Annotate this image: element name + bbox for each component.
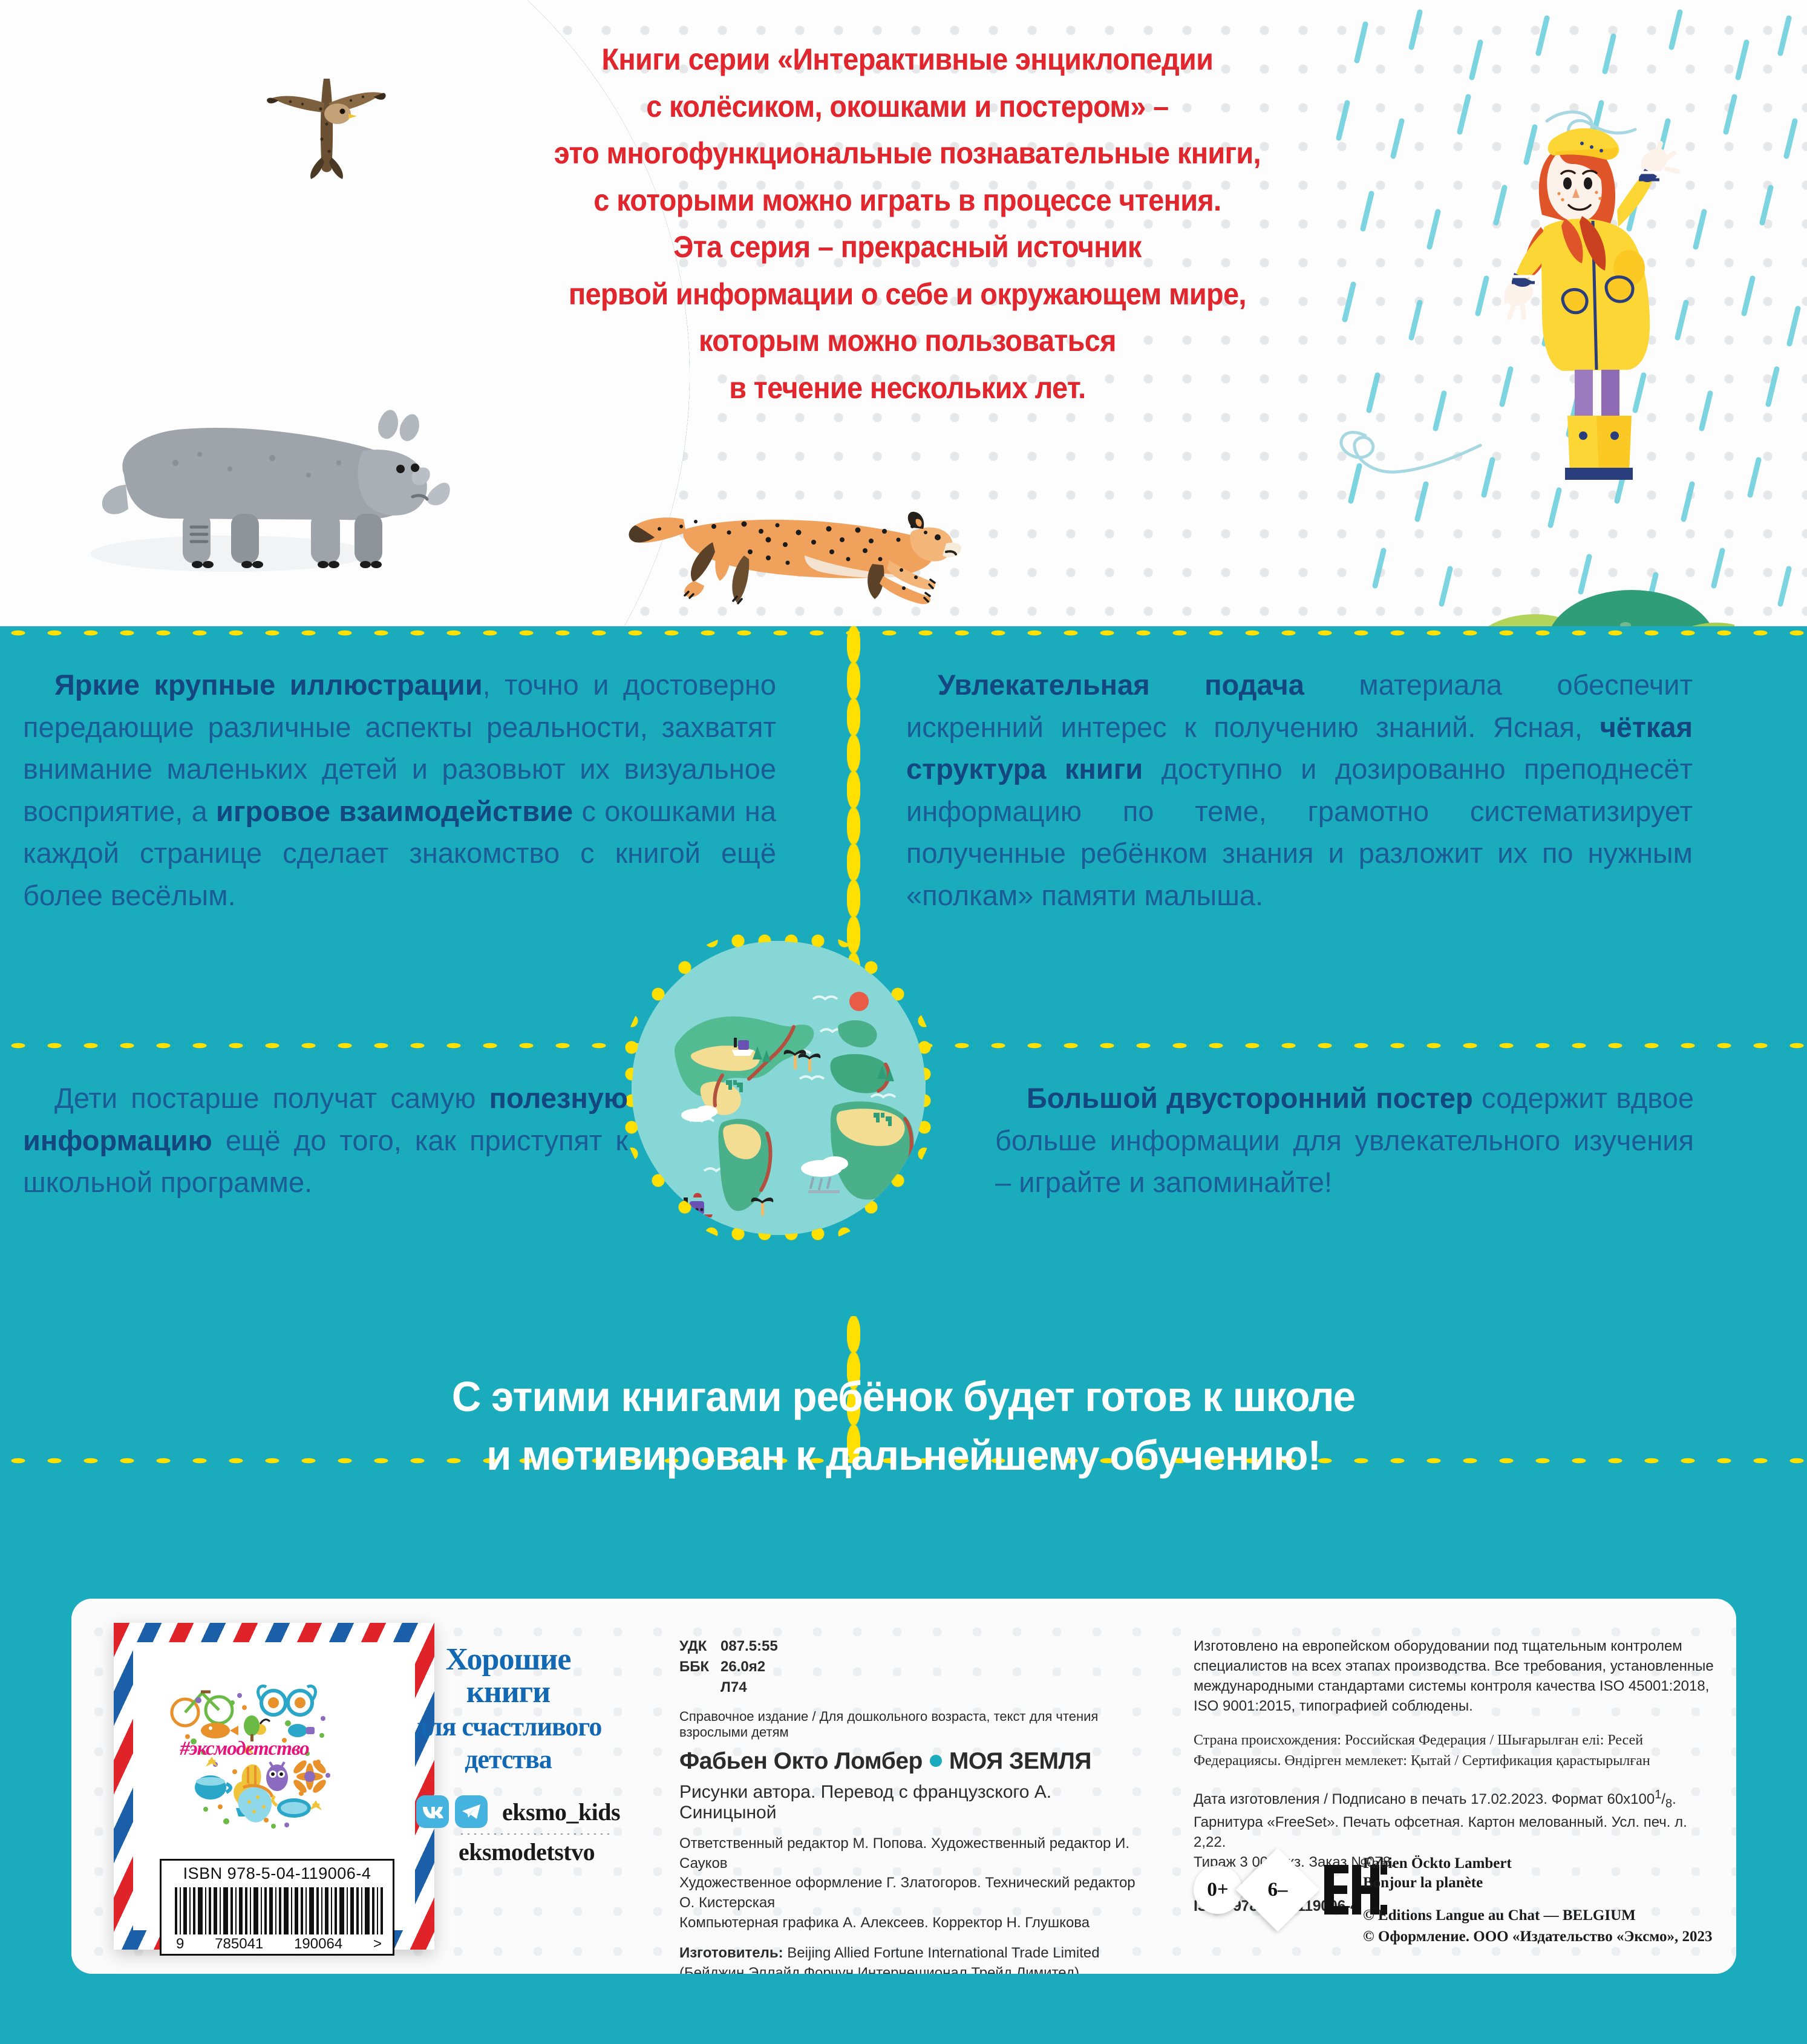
original-author: Fabien Öckto Lambert bbox=[1363, 1855, 1512, 1872]
telegram-icon[interactable] bbox=[455, 1795, 488, 1829]
barcode-digit-group: 785041 bbox=[215, 1936, 264, 1952]
heart-hashtag: #эксмодетство bbox=[180, 1738, 309, 1760]
eksmo-envelope-graphic: #эксмодетство ISBN 978-5-04-119006-4 bbox=[114, 1623, 434, 1956]
green-hill-illustration bbox=[1488, 590, 1734, 626]
barcode-isbn-label: ISBN 978-5-04-119006-4 bbox=[183, 1864, 371, 1882]
divider-dots-bottom bbox=[0, 1454, 1807, 1467]
age-badge-6minus: 6– bbox=[1235, 1847, 1320, 1932]
author-name: Фабьен Окто Ломбер bbox=[679, 1748, 923, 1775]
top-illustration-section: Книги серии «Интерактивные энциклопедии … bbox=[0, 0, 1807, 626]
falcon-bird-icon bbox=[267, 79, 386, 179]
divider-dots-top bbox=[0, 626, 1807, 640]
original-title: Bonjour la planète bbox=[1363, 1875, 1483, 1891]
girl-in-raincoat-illustration bbox=[1505, 128, 1680, 480]
credit-line: Рисунки автора. Перевод с французского А… bbox=[679, 1782, 1052, 1823]
barcode-digit-group: 9 bbox=[176, 1936, 185, 1952]
series-headline: Книги серии «Интерактивные энциклопедии … bbox=[554, 42, 1261, 405]
book-title: МОЯ ЗЕМЛЯ bbox=[949, 1748, 1092, 1775]
barcode-bars bbox=[175, 1887, 383, 1934]
barcode-digit-group: 190064 bbox=[294, 1936, 343, 1952]
features-section: Яркие крупные иллюстрации, точно и досто… bbox=[0, 626, 1807, 1561]
reference-edition-line: Справочное издание / Для дошкольного воз… bbox=[679, 1709, 1099, 1740]
feature-engaging-presentation: Увлекательная подача материала обеспечит… bbox=[906, 669, 1693, 911]
title-separator-dot bbox=[929, 1755, 942, 1767]
manufacturer-block: Изготовитель: Beijing Allied Fortune Int… bbox=[679, 1945, 1100, 1974]
barcode-digits: 9 785041 190064 > bbox=[175, 1936, 383, 1953]
imprint-right-column: Изготовлено на европейском оборудовании … bbox=[1194, 1636, 1720, 1915]
quality-statement: Изготовлено на европейском оборудовании … bbox=[1194, 1638, 1714, 1715]
feature-large-poster: Большой двусторонний постер содержит вдв… bbox=[995, 1082, 1694, 1199]
slogan-line-3: для счастливого bbox=[414, 1712, 603, 1742]
globe-illustration bbox=[618, 928, 939, 1248]
vk-icon[interactable] bbox=[416, 1795, 449, 1829]
globe-dot-ring bbox=[618, 928, 939, 1248]
imprint-footer-card: #эксмодетство ISBN 978-5-04-119006-4 bbox=[71, 1599, 1736, 1974]
good-books-slogan-block: Хорошие книги для счастливого детства ek… bbox=[405, 1642, 621, 1866]
feature-bright-illustrations: Яркие крупные иллюстрации, точно и досто… bbox=[23, 669, 776, 911]
isbn-barcode: ISBN 978-5-04-119006-4 bbox=[160, 1859, 394, 1956]
udk-bbk-codes: УДК 087.5:55 ББК 26.0я2 Л74 bbox=[679, 1638, 778, 1696]
copyright-block: Fabien Öckto Lambert Bonjour la planète … bbox=[1363, 1854, 1726, 1947]
age-rating-badges: 0+ 6– bbox=[1194, 1847, 1388, 1932]
rain-scene bbox=[1329, 0, 1807, 626]
slogan-line-1: Хорошие bbox=[445, 1642, 572, 1677]
barcode-digit-group: > bbox=[373, 1936, 382, 1952]
rhinoceros-illustration bbox=[91, 410, 450, 572]
imprint-middle-column: УДК 087.5:55 ББК 26.0я2 Л74 Справочное изд… bbox=[679, 1636, 1139, 1974]
author-title-line: Фабьен Окто Ломбер МОЯ ЗЕМЛЯ bbox=[679, 1748, 1139, 1775]
slogan-line-2: книги bbox=[466, 1675, 551, 1710]
origin-statement: Страна происхождения: Российская Федерац… bbox=[1194, 1732, 1650, 1769]
vk-handle[interactable]: eksmo_kids bbox=[502, 1798, 621, 1826]
copyright-line-2: © Оформление. ООО «Издательство «Эксмо»,… bbox=[1363, 1928, 1713, 1945]
copyright-line-1: © Editions Langue au Chat — BELGIUM bbox=[1363, 1907, 1636, 1924]
editors-block: Ответственный редактор М. Попова. Художе… bbox=[679, 1835, 1136, 1931]
feature-useful-information: Дети постарше получат самую полезную инф… bbox=[23, 1082, 628, 1199]
handle-separator bbox=[459, 1833, 610, 1836]
envelope-inner: #эксмодетство ISBN 978-5-04-119006-4 bbox=[133, 1642, 415, 1956]
age-badge-0plus: 0+ bbox=[1194, 1865, 1242, 1914]
slogan-line-4: детства bbox=[465, 1744, 552, 1774]
social-handles: eksmo_kids bbox=[405, 1795, 621, 1829]
cheetah-illustration bbox=[629, 511, 961, 604]
eac-conformity-mark bbox=[1323, 1864, 1388, 1916]
divider-dots-vertical-bottom bbox=[847, 1316, 860, 1461]
telegram-handle[interactable]: eksmodetstvo bbox=[459, 1838, 595, 1866]
print-details: Дата изготовления / Подписано в печать 1… bbox=[1194, 1787, 1687, 1871]
eksmodetstvo-heart-sticker: #эксмодетство bbox=[148, 1663, 341, 1844]
school-ready-banner: С этими книгами ребёнок будет готов к шк… bbox=[451, 1373, 1356, 1479]
